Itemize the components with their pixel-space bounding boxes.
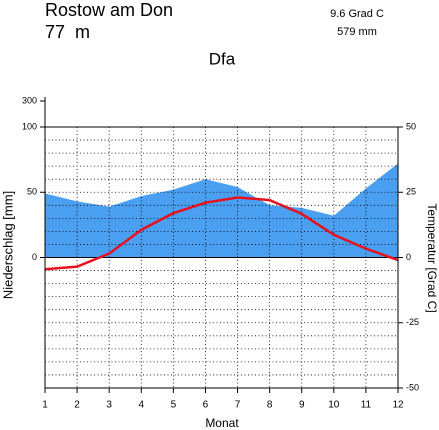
precipitation-area bbox=[45, 163, 398, 258]
x-tick-label: 9 bbox=[299, 400, 305, 411]
annual-precipitation: 579 mm bbox=[337, 26, 377, 38]
x-tick-label: 11 bbox=[361, 400, 372, 411]
x-tick-label: 1 bbox=[42, 400, 48, 411]
y2-tick-label: -25 bbox=[406, 317, 419, 327]
x-tick-label: 3 bbox=[106, 400, 112, 411]
climate-class: Dfa bbox=[209, 49, 236, 68]
y-axis-label: Niederschlag [mm] bbox=[0, 191, 15, 299]
y-tick-label: 300 bbox=[22, 95, 37, 105]
elevation: 77 m bbox=[45, 22, 90, 42]
x-tick-label: 7 bbox=[235, 400, 241, 411]
y2-tick-label: 50 bbox=[406, 121, 416, 131]
y-tick-label: 50 bbox=[27, 187, 37, 197]
chart-title: Rostow am Don bbox=[45, 0, 173, 20]
temperature-line bbox=[44, 196, 399, 271]
x-tick-label: 4 bbox=[138, 400, 144, 411]
x-tick-label: 10 bbox=[328, 400, 340, 411]
y2-tick-label: 0 bbox=[406, 252, 411, 262]
x-tick-label: 2 bbox=[74, 400, 80, 411]
x-tick-label: 12 bbox=[392, 400, 404, 411]
y2-tick-label: -50 bbox=[406, 382, 419, 392]
x-tick-label: 6 bbox=[203, 400, 209, 411]
y2-tick-label: 25 bbox=[406, 187, 416, 197]
y-tick-label: 0 bbox=[32, 252, 37, 262]
x-tick-label: 8 bbox=[267, 400, 273, 411]
y2-axis-label: Temperatur [Grad C] bbox=[425, 203, 439, 312]
x-axis-label: Monat bbox=[205, 416, 239, 430]
mean-temperature: 9.6 Grad C bbox=[330, 8, 384, 20]
y-tick-label: 100 bbox=[22, 121, 37, 131]
x-tick-label: 5 bbox=[171, 400, 177, 411]
